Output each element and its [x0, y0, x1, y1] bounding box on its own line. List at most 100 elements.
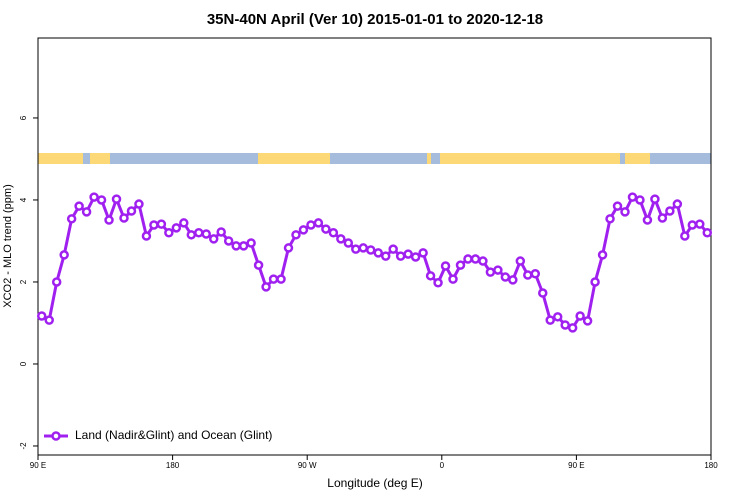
data-point — [253, 260, 264, 270]
x-tick-label: 90 E — [568, 461, 584, 470]
data-point — [51, 277, 62, 287]
data-point — [298, 225, 309, 235]
legend-marker — [51, 431, 61, 441]
data-point — [44, 315, 54, 325]
data-point — [366, 245, 376, 255]
y-tick-label: 4 — [19, 197, 28, 202]
data-point — [582, 316, 593, 326]
data-point — [620, 207, 630, 217]
data-point — [470, 254, 481, 264]
x-tick-label: 0 — [440, 461, 445, 470]
data-point — [208, 234, 219, 244]
data-point — [530, 269, 541, 279]
data-point — [179, 218, 189, 228]
data-point — [493, 265, 503, 275]
data-point — [545, 315, 555, 325]
data-point — [650, 194, 660, 204]
data-point — [403, 249, 413, 259]
data-point — [433, 278, 443, 288]
data-point — [635, 195, 645, 205]
x-tick-label: 180 — [166, 461, 180, 470]
data-point — [567, 323, 578, 333]
y-axis-label: XCO2 - MLO trend (ppm) — [2, 184, 14, 307]
data-point — [261, 282, 271, 292]
plot-frame — [37, 37, 712, 456]
data-point — [373, 248, 383, 258]
data-point — [306, 220, 316, 230]
data-point — [291, 230, 301, 240]
data-point — [463, 254, 473, 264]
data-point — [74, 201, 84, 211]
data-point — [246, 238, 256, 248]
data-point — [508, 275, 518, 285]
data-point — [515, 256, 526, 266]
data-point — [156, 219, 167, 229]
data-point — [485, 267, 496, 277]
data-point — [597, 250, 608, 260]
data-point — [455, 260, 466, 270]
data-point — [36, 311, 47, 321]
data-point — [343, 238, 354, 248]
data-point — [66, 214, 77, 224]
data-point — [418, 248, 428, 258]
data-point — [59, 250, 69, 260]
data-point — [134, 199, 144, 209]
data-point — [657, 213, 668, 223]
data-point — [268, 274, 279, 284]
data-point — [380, 251, 391, 261]
data-point — [231, 241, 241, 251]
data-point — [321, 224, 331, 234]
data-point — [96, 195, 107, 205]
data-point — [216, 227, 226, 237]
data-point — [687, 220, 698, 230]
data-point — [590, 277, 600, 287]
data-point — [164, 228, 174, 238]
land-ocean-strip — [38, 153, 711, 164]
data-point — [478, 256, 488, 266]
y-tick-label: 0 — [19, 361, 28, 366]
data-point — [665, 206, 675, 216]
x-axis-label: Longitude (deg E) — [327, 476, 422, 490]
data-point — [119, 213, 129, 223]
data-point — [336, 234, 346, 244]
chart-title: 35N-40N April (Ver 10) 2015-01-01 to 202… — [207, 11, 543, 28]
data-point — [223, 236, 234, 246]
data-point — [358, 243, 369, 253]
data-point — [605, 214, 615, 224]
y-tick-label: 6 — [19, 115, 28, 120]
data-point — [81, 207, 92, 217]
x-tick-label: 90 E — [30, 461, 46, 470]
data-point — [186, 230, 197, 240]
data-point — [552, 312, 563, 322]
data-point — [111, 194, 122, 204]
data-point — [680, 231, 690, 241]
legend-label: Land (Nadir&Glint) and Ocean (Glint) — [75, 428, 272, 442]
data-point — [276, 274, 286, 284]
data-point — [388, 244, 398, 254]
data-point — [425, 271, 436, 281]
data-point — [149, 220, 159, 230]
data-point — [440, 261, 451, 271]
data-point — [328, 228, 339, 238]
data-point — [395, 251, 406, 261]
data-point — [695, 219, 705, 229]
data-point — [104, 215, 114, 225]
data-point — [642, 215, 653, 225]
data-point — [702, 228, 713, 238]
data-point — [523, 270, 533, 280]
data-point — [283, 243, 294, 253]
data-point — [194, 228, 204, 238]
data-point — [612, 201, 623, 211]
data-point — [126, 206, 137, 216]
data-point — [627, 192, 638, 202]
data-point — [672, 199, 683, 209]
data-point — [575, 311, 585, 321]
data-point — [538, 288, 548, 298]
y-tick-label: 2 — [19, 279, 28, 284]
data-point — [171, 223, 182, 233]
x-tick-label: 90 W — [298, 461, 317, 470]
data-point — [313, 218, 324, 228]
data-point — [89, 192, 99, 202]
data-point — [500, 272, 511, 282]
